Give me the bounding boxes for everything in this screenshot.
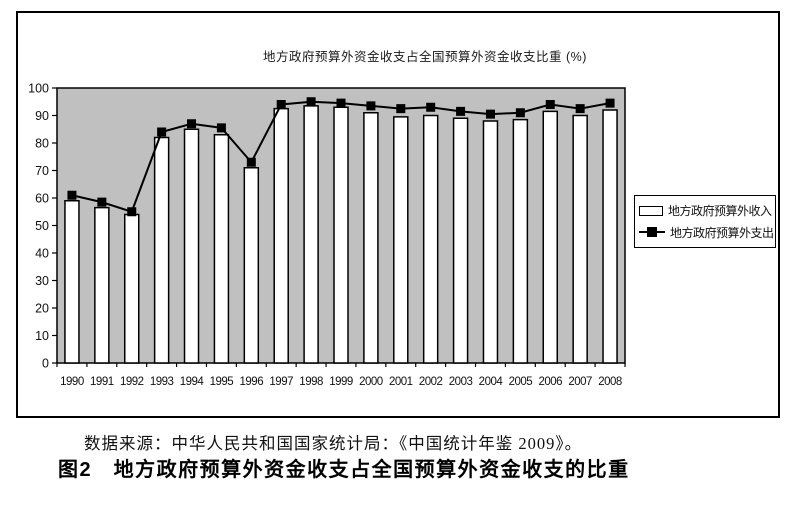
- line-marker-2005: [515, 108, 525, 118]
- x-axis-label: 2008: [598, 376, 622, 388]
- line-marker-2004: [485, 109, 495, 119]
- y-axis-label: 100: [28, 82, 49, 96]
- bar-1997: [273, 107, 289, 364]
- y-axis-label: 80: [35, 137, 49, 151]
- figure-caption: 图2 地方政府预算外资金收支占全国预算外资金收支的比重: [58, 459, 630, 481]
- x-axis-label: 2000: [359, 376, 383, 388]
- x-axis-label: 2007: [568, 376, 592, 388]
- bar-1998: [303, 105, 319, 364]
- x-axis-label: 2002: [419, 376, 443, 388]
- bar-2008: [602, 109, 618, 364]
- bar-2001: [393, 116, 409, 364]
- line-marker-1994: [187, 119, 197, 129]
- y-axis-label: 0: [42, 357, 49, 371]
- x-axis-label: 2001: [389, 376, 413, 388]
- x-axis-label: 2005: [509, 376, 533, 388]
- x-axis-label: 1990: [60, 376, 84, 388]
- y-axis-label: 50: [35, 219, 49, 233]
- bar-2007: [572, 114, 588, 364]
- x-axis-label: 1993: [150, 376, 174, 388]
- source-note: 数据来源：中华人民共和国国家统计局：《中国统计年鉴 2009》。: [84, 434, 583, 453]
- legend: 地方政府预算外收入 地方政府预算外支出: [634, 195, 776, 248]
- line-marker-1995: [216, 123, 226, 133]
- line-marker-1991: [97, 197, 107, 207]
- y-axis-label: 40: [35, 247, 49, 261]
- x-axis-label: 1996: [240, 376, 264, 388]
- line-marker-swatch-icon: [639, 226, 665, 238]
- x-axis-label: 1991: [90, 376, 114, 388]
- bar-2006: [542, 110, 559, 364]
- line-marker-2000: [366, 101, 376, 111]
- bar-1999: [333, 106, 349, 364]
- legend-label-expenditure: 地方政府预算外支出: [670, 225, 774, 240]
- x-axis-label: 1994: [180, 376, 205, 388]
- line-marker-1997: [276, 100, 286, 109]
- y-axis-label: 10: [35, 329, 49, 343]
- x-axis-label: 1992: [120, 376, 144, 388]
- line-marker-2006: [545, 100, 555, 109]
- line-marker-1990: [67, 190, 77, 200]
- x-axis-label: 2004: [479, 376, 504, 388]
- y-axis-label: 70: [35, 164, 49, 178]
- bar-1995: [213, 134, 230, 364]
- bar-1992: [123, 213, 140, 364]
- line-marker-1999: [336, 98, 346, 108]
- line-marker-2002: [426, 102, 436, 112]
- x-axis-label: 1995: [210, 376, 234, 388]
- line-marker-2007: [575, 104, 585, 114]
- bar-1990: [64, 200, 80, 364]
- bar-swatch-icon: [639, 205, 663, 216]
- legend-item-expenditure: 地方政府预算外支出: [639, 224, 774, 241]
- x-axis-label: 1998: [299, 376, 323, 388]
- line-marker-1992: [127, 207, 137, 217]
- bar-2003: [452, 117, 469, 364]
- x-axis-label: 2006: [538, 376, 562, 388]
- y-axis-label: 60: [35, 192, 49, 206]
- line-marker-2003: [456, 106, 466, 116]
- y-axis-label: 30: [35, 274, 49, 288]
- line-marker-1996: [246, 157, 256, 167]
- bar-1996: [243, 167, 260, 364]
- bar-2004: [482, 120, 499, 364]
- legend-item-revenue: 地方政府预算外收入: [639, 202, 772, 219]
- x-axis-label: 1999: [329, 376, 353, 388]
- bar-2000: [363, 112, 379, 364]
- x-axis-label: 2003: [449, 376, 473, 388]
- line-marker-1993: [157, 127, 167, 137]
- line-marker-2008: [605, 98, 615, 108]
- chart-title: 地方政府预算外资金收支占全国预算外资金收支比重 (%): [263, 50, 587, 64]
- bar-2002: [422, 114, 439, 364]
- bar-1993: [153, 136, 170, 364]
- bar-1994: [183, 128, 200, 364]
- bar-1991: [94, 206, 110, 364]
- bar-2005: [512, 118, 529, 364]
- line-marker-1998: [306, 97, 316, 107]
- legend-label-revenue: 地方政府预算外收入: [668, 204, 772, 219]
- x-axis-label: 1997: [269, 376, 293, 388]
- line-marker-2001: [396, 104, 406, 114]
- y-axis-label: 20: [35, 302, 49, 316]
- y-axis-label: 90: [35, 109, 49, 123]
